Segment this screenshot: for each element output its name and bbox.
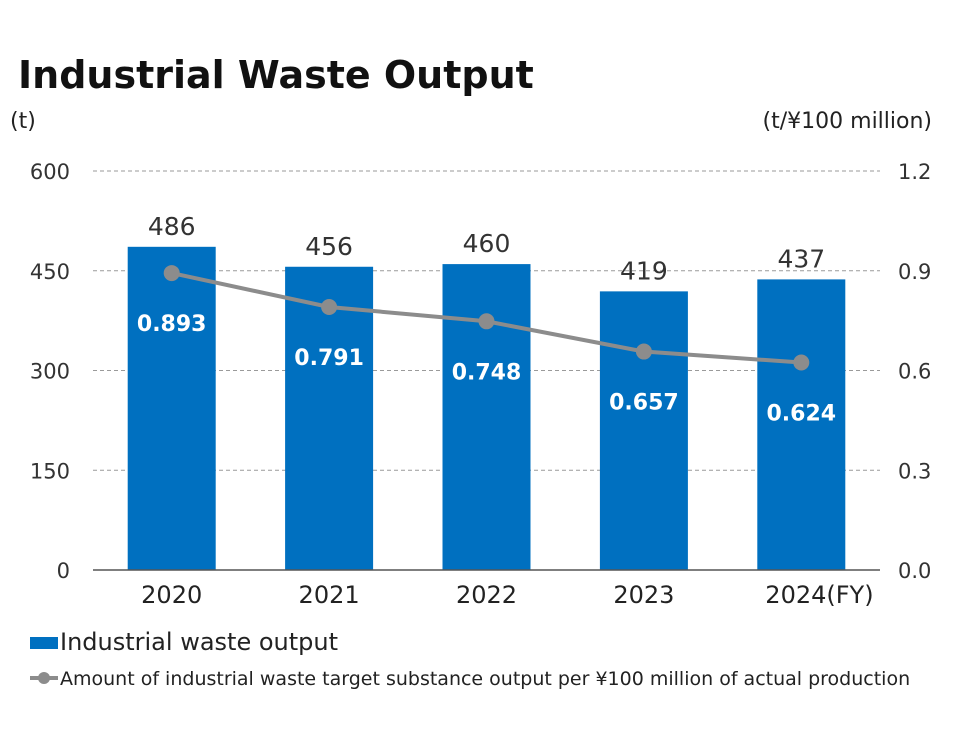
category-label: 2020: [141, 581, 202, 609]
line-value-label: 0.657: [609, 391, 679, 416]
right-tick-label: 1.2: [898, 160, 931, 184]
left-axis-ticks: 0 150 300 450 600: [30, 160, 70, 583]
legend-bar-label: Industrial waste output: [60, 628, 338, 656]
left-tick-label: 150: [30, 459, 70, 483]
line-point: [635, 343, 652, 360]
left-tick-label: 450: [30, 260, 70, 284]
bar: [127, 246, 216, 570]
bar-value-labels: 486 456 460 419 437: [148, 212, 825, 286]
line-series: [163, 265, 810, 371]
legend-line-marker: [38, 672, 50, 684]
bar: [599, 291, 688, 570]
legend-bar-swatch: [30, 637, 58, 649]
bar-value-label: 486: [148, 212, 196, 241]
left-tick-label: 600: [30, 160, 70, 184]
bar: [442, 264, 531, 570]
bar-value-label: 437: [777, 244, 825, 273]
category-label: 2023: [613, 581, 674, 609]
right-axis-unit: (t/¥100 million): [763, 109, 932, 134]
right-tick-label: 0.9: [898, 260, 931, 284]
bar-series: [127, 246, 846, 570]
category-label: 2024(FY): [765, 581, 873, 609]
bar-value-label: 419: [620, 256, 668, 285]
legend-line-label: Amount of industrial waste target substa…: [60, 668, 910, 690]
line-point: [163, 265, 180, 282]
line-value-label: 0.791: [294, 346, 364, 371]
right-tick-label: 0.3: [898, 459, 931, 483]
category-labels: 2020 2021 2022 2023 2024(FY): [141, 581, 873, 609]
right-axis-ticks: 0.0 0.3 0.6 0.9 1.2: [898, 160, 931, 583]
line-value-label: 0.893: [137, 312, 207, 337]
right-tick-label: 0.0: [898, 559, 931, 583]
line-value-labels: 0.893 0.791 0.748 0.657 0.624: [137, 312, 836, 426]
line-point: [478, 313, 495, 330]
bar-value-label: 460: [463, 229, 511, 258]
bar: [757, 279, 846, 570]
line-value-label: 0.748: [452, 360, 522, 385]
left-tick-label: 300: [30, 360, 70, 384]
line-value-label: 0.624: [767, 402, 837, 427]
right-tick-label: 0.6: [898, 360, 931, 384]
line-point: [321, 298, 338, 315]
category-label: 2021: [299, 581, 360, 609]
left-tick-label: 0: [57, 559, 70, 583]
left-axis-unit: (t): [10, 109, 36, 134]
bar-value-label: 456: [305, 232, 353, 261]
legend: Industrial waste output Amount of indust…: [30, 628, 910, 690]
line-point: [793, 354, 810, 371]
category-label: 2022: [456, 581, 517, 609]
bar: [285, 266, 374, 570]
chart-title: Industrial Waste Output: [18, 53, 534, 97]
